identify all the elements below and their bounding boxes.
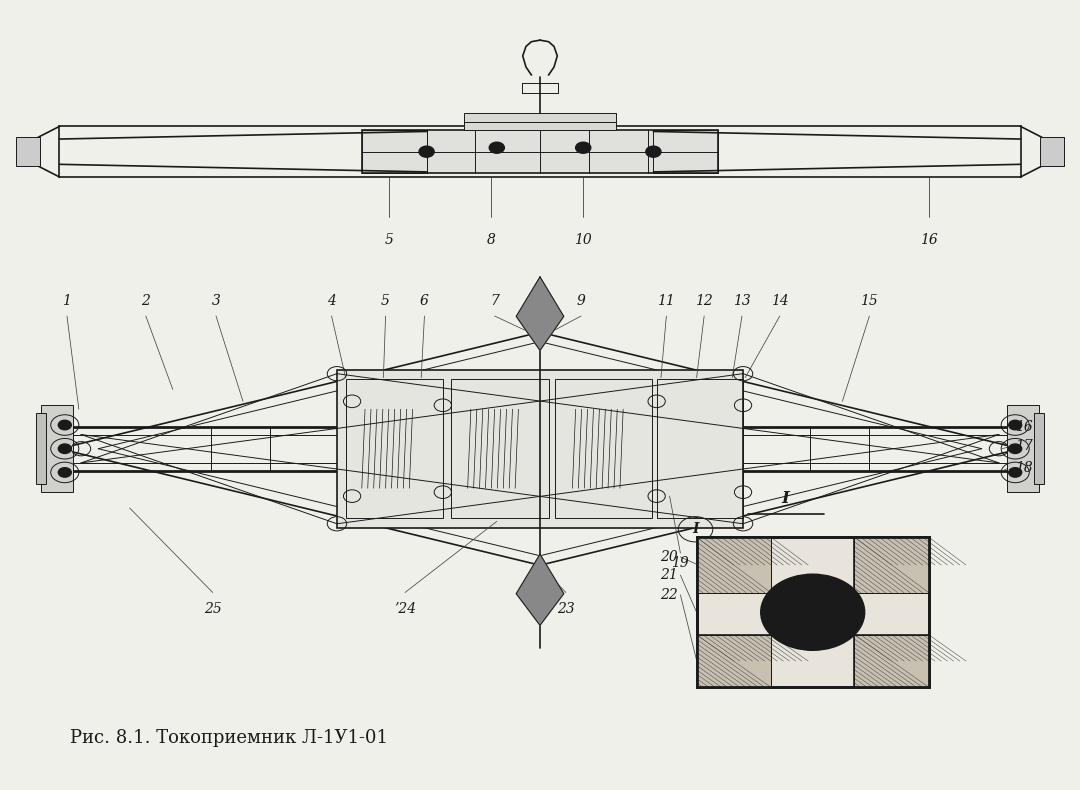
- Bar: [464, 113, 616, 130]
- Bar: [362, 130, 427, 173]
- Bar: [1007, 405, 1039, 492]
- Bar: [854, 537, 929, 592]
- Text: 11: 11: [658, 294, 675, 308]
- Text: 18: 18: [1015, 461, 1032, 475]
- Circle shape: [58, 444, 71, 453]
- Bar: [854, 635, 929, 687]
- Text: 15: 15: [861, 294, 878, 308]
- Text: 12: 12: [696, 294, 713, 308]
- Circle shape: [646, 146, 661, 157]
- Text: Рис. 8.1. Токоприемник Л-1У1-01: Рис. 8.1. Токоприемник Л-1У1-01: [70, 728, 388, 747]
- Bar: [854, 635, 929, 687]
- Text: I: I: [781, 490, 788, 507]
- Text: 5: 5: [384, 233, 393, 247]
- Text: I: I: [692, 522, 699, 536]
- Circle shape: [58, 420, 71, 430]
- Text: 3: 3: [212, 294, 220, 308]
- Bar: [451, 379, 549, 518]
- Text: 6: 6: [420, 294, 429, 308]
- Circle shape: [1009, 468, 1022, 477]
- Polygon shape: [516, 555, 564, 626]
- Polygon shape: [516, 276, 564, 351]
- Circle shape: [1009, 444, 1022, 453]
- Text: 21: 21: [661, 568, 678, 582]
- Text: 8: 8: [487, 233, 496, 247]
- Text: 4: 4: [327, 294, 336, 308]
- Circle shape: [778, 586, 849, 638]
- Text: ’24: ’24: [394, 602, 416, 616]
- Text: 13: 13: [733, 294, 751, 308]
- Bar: [337, 370, 743, 528]
- Text: 16: 16: [1015, 419, 1032, 434]
- Bar: [657, 379, 743, 518]
- Bar: [36, 413, 46, 484]
- Text: 5: 5: [381, 294, 390, 308]
- Text: 9: 9: [577, 294, 585, 308]
- Bar: [697, 537, 929, 687]
- Bar: [1034, 413, 1044, 484]
- Circle shape: [1009, 420, 1022, 430]
- Bar: [854, 537, 929, 592]
- Bar: [697, 537, 929, 687]
- Text: 25: 25: [204, 602, 221, 616]
- Text: 20: 20: [661, 550, 678, 564]
- Bar: [346, 379, 443, 518]
- Text: 7: 7: [490, 294, 499, 308]
- Text: 17: 17: [1015, 439, 1032, 453]
- Bar: [697, 537, 771, 592]
- Bar: [1040, 137, 1064, 166]
- Text: 10: 10: [575, 233, 592, 247]
- Bar: [697, 537, 771, 592]
- Bar: [41, 405, 73, 492]
- Text: 16: 16: [920, 233, 937, 247]
- Circle shape: [760, 574, 865, 650]
- Bar: [16, 137, 40, 166]
- Text: 23: 23: [557, 602, 575, 616]
- Text: 1: 1: [63, 294, 71, 308]
- Text: 14: 14: [771, 294, 788, 308]
- Text: 22: 22: [661, 588, 678, 602]
- Circle shape: [489, 142, 504, 153]
- Bar: [697, 635, 771, 687]
- Circle shape: [793, 598, 833, 626]
- Text: 2: 2: [141, 294, 150, 308]
- Bar: [555, 379, 652, 518]
- Text: 19: 19: [672, 556, 689, 570]
- Circle shape: [419, 146, 434, 157]
- Bar: [653, 130, 718, 173]
- Bar: [362, 130, 718, 173]
- Circle shape: [576, 142, 591, 153]
- Circle shape: [58, 468, 71, 477]
- Bar: [697, 635, 771, 687]
